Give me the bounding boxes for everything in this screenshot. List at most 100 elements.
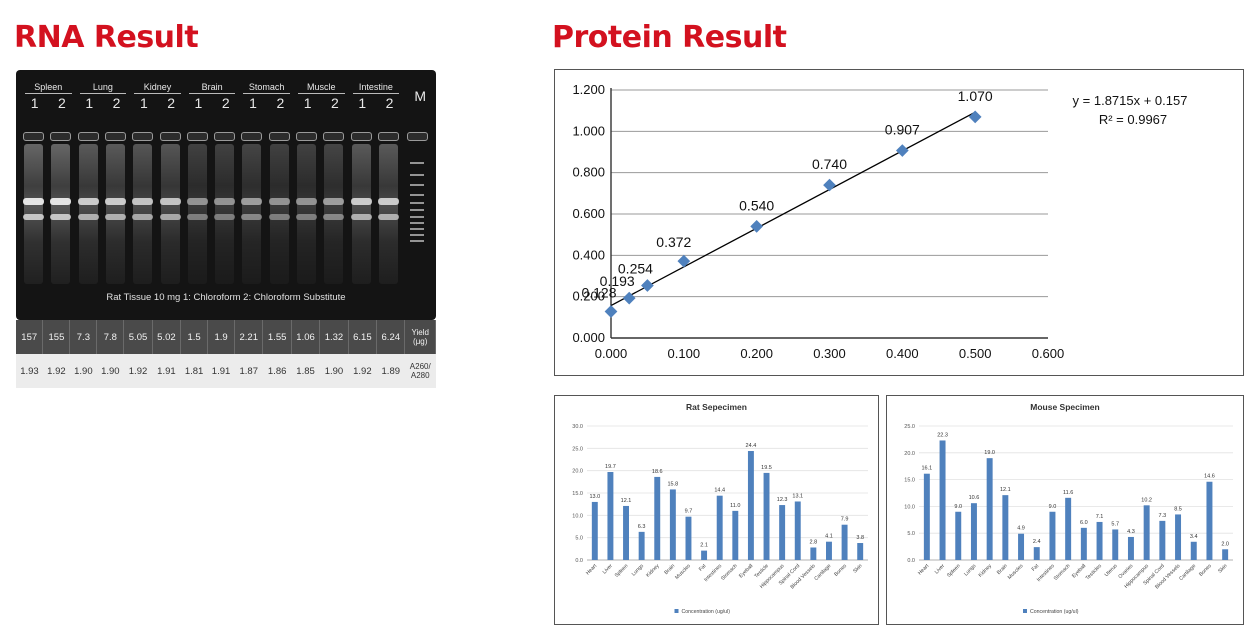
yield-cell: 155: [42, 320, 71, 354]
yield-cell: 1.32: [319, 320, 349, 354]
lane-number: 1: [249, 95, 257, 111]
data-label: 0.193: [600, 273, 635, 289]
bar: [732, 510, 739, 560]
y-tick-label: 0.800: [572, 165, 605, 180]
gel-lane: [268, 132, 290, 320]
gel-lane: [50, 132, 72, 320]
bar-value-label: 7.3: [1159, 513, 1167, 519]
gel-well: [377, 132, 399, 141]
y-tick-label: 30.0: [572, 424, 583, 430]
yield-cell: 1.06: [291, 320, 321, 354]
data-point: [641, 279, 654, 292]
tissue-name: Spleen: [25, 82, 72, 94]
lane-number: 1: [85, 95, 94, 111]
rna-band-28s: [323, 198, 345, 205]
x-tick-label: 0.300: [813, 346, 846, 361]
rna-smear: [324, 144, 344, 284]
bar: [1159, 520, 1166, 560]
rna-result-heading: RNA Result: [14, 20, 199, 55]
rna-band-28s: [377, 198, 399, 205]
rna-band-18s: [296, 214, 317, 220]
rna-band-18s: [50, 214, 72, 220]
x-category-label: Cartilage: [813, 563, 832, 582]
rna-band-28s: [241, 198, 263, 205]
gel-well: [104, 132, 126, 141]
x-category-label: Cartilage: [1178, 563, 1197, 582]
x-category-label: Brain: [996, 563, 1009, 576]
rna-band-18s: [77, 214, 99, 220]
data-point: [750, 220, 764, 233]
ratio-cell: 1.92: [42, 354, 70, 388]
x-tick-label: 0.600: [1032, 346, 1065, 361]
gel-well: [241, 132, 263, 141]
data-label: 0.740: [812, 156, 847, 172]
rna-band-18s: [350, 214, 372, 220]
ladder-band: [410, 162, 425, 164]
gel-well: [50, 132, 72, 141]
lane-number: 2: [221, 95, 230, 111]
yield-cell: 157: [16, 320, 44, 354]
ladder-band: [410, 216, 425, 218]
rna-band-28s: [186, 198, 208, 205]
rna-band-18s: [377, 214, 399, 220]
x-category-label: Heart: [917, 563, 931, 577]
x-tick-label: 0.000: [595, 346, 628, 361]
bar-value-label: 7.9: [841, 517, 849, 523]
bar-value-label: 2.0: [1221, 541, 1229, 547]
ratio-cell: 1.90: [69, 354, 97, 388]
rna-yield-table: 157 155 7.3 7.8 5.05 5.02 1.5 1.9 2.21 1.55 1.06 1.…: [16, 320, 436, 388]
x-category-label: Bones: [833, 563, 848, 578]
bar-value-label: 22.3: [937, 432, 948, 438]
x-category-label: Kidney: [645, 563, 661, 579]
lane-number: 2: [58, 95, 66, 111]
y-tick-label: 0.400: [572, 247, 605, 262]
trendline: [610, 111, 976, 307]
bar-value-label: 24.4: [746, 443, 757, 449]
lane-group-header: Spleen 1 2: [21, 82, 76, 111]
bar-value-label: 9.7: [685, 509, 693, 515]
agarose-gel-image: Spleen 1 2 Lung 1 2 Kidney 1 2 Brain 1 2 Stomach 1 2 Mu…: [16, 70, 436, 320]
rna-smear: [297, 144, 316, 284]
y-tick-label: 0.000: [572, 330, 605, 345]
rna-band-28s: [268, 198, 290, 205]
rna-band-18s: [241, 214, 263, 220]
bar: [1190, 541, 1197, 560]
y-tick-label: 20.0: [572, 469, 583, 475]
lane-number: 1: [30, 95, 39, 111]
y-tick-label: 10.0: [904, 504, 915, 510]
legend-label: Concentration (ug/ul): [1030, 609, 1079, 615]
y-tick-label: 0.600: [572, 206, 605, 221]
yield-cell: 1.9: [207, 320, 236, 354]
bar-value-label: 19.0: [984, 450, 995, 456]
bar: [623, 505, 629, 560]
bar: [1080, 527, 1087, 560]
data-label: 0.907: [885, 122, 920, 138]
bar: [970, 503, 977, 560]
bar-value-label: 6.0: [1080, 520, 1088, 526]
rna-band-28s: [104, 198, 126, 205]
x-category-label: Skin: [852, 563, 863, 574]
data-point: [823, 178, 836, 192]
chart-title: Rat Sepecimen: [686, 402, 747, 412]
bar: [1065, 497, 1072, 560]
ratio-cell: 1.90: [319, 354, 349, 388]
ratio-cell: 1.91: [207, 354, 235, 388]
bar-value-label: 14.4: [714, 488, 725, 494]
bar-value-label: 9.0: [1049, 504, 1057, 510]
gel-caption: Rat Tissue 10 mg 1: Chloroform 2: Chloro…: [106, 292, 346, 303]
bar: [1143, 505, 1150, 560]
bar-value-label: 19.5: [761, 465, 772, 471]
rna-band-18s: [23, 214, 44, 220]
lane-number: 2: [385, 95, 394, 111]
ratio-cell: 1.89: [376, 354, 405, 388]
ratio-cell: 1.85: [291, 354, 320, 388]
gel-well: [186, 132, 208, 141]
gel-lane: [77, 132, 99, 320]
tissue-name: Intestine: [352, 82, 400, 94]
bar: [857, 543, 864, 560]
x-category-label: Muscles: [1007, 563, 1025, 581]
y-tick-label: 15.0: [904, 478, 915, 484]
ladder-band: [410, 228, 425, 230]
mouse-specimen-chart: Mouse Specimen 0.0 5.0 10.0 15.0 20.0 25.0 16.1…: [904, 402, 1233, 615]
